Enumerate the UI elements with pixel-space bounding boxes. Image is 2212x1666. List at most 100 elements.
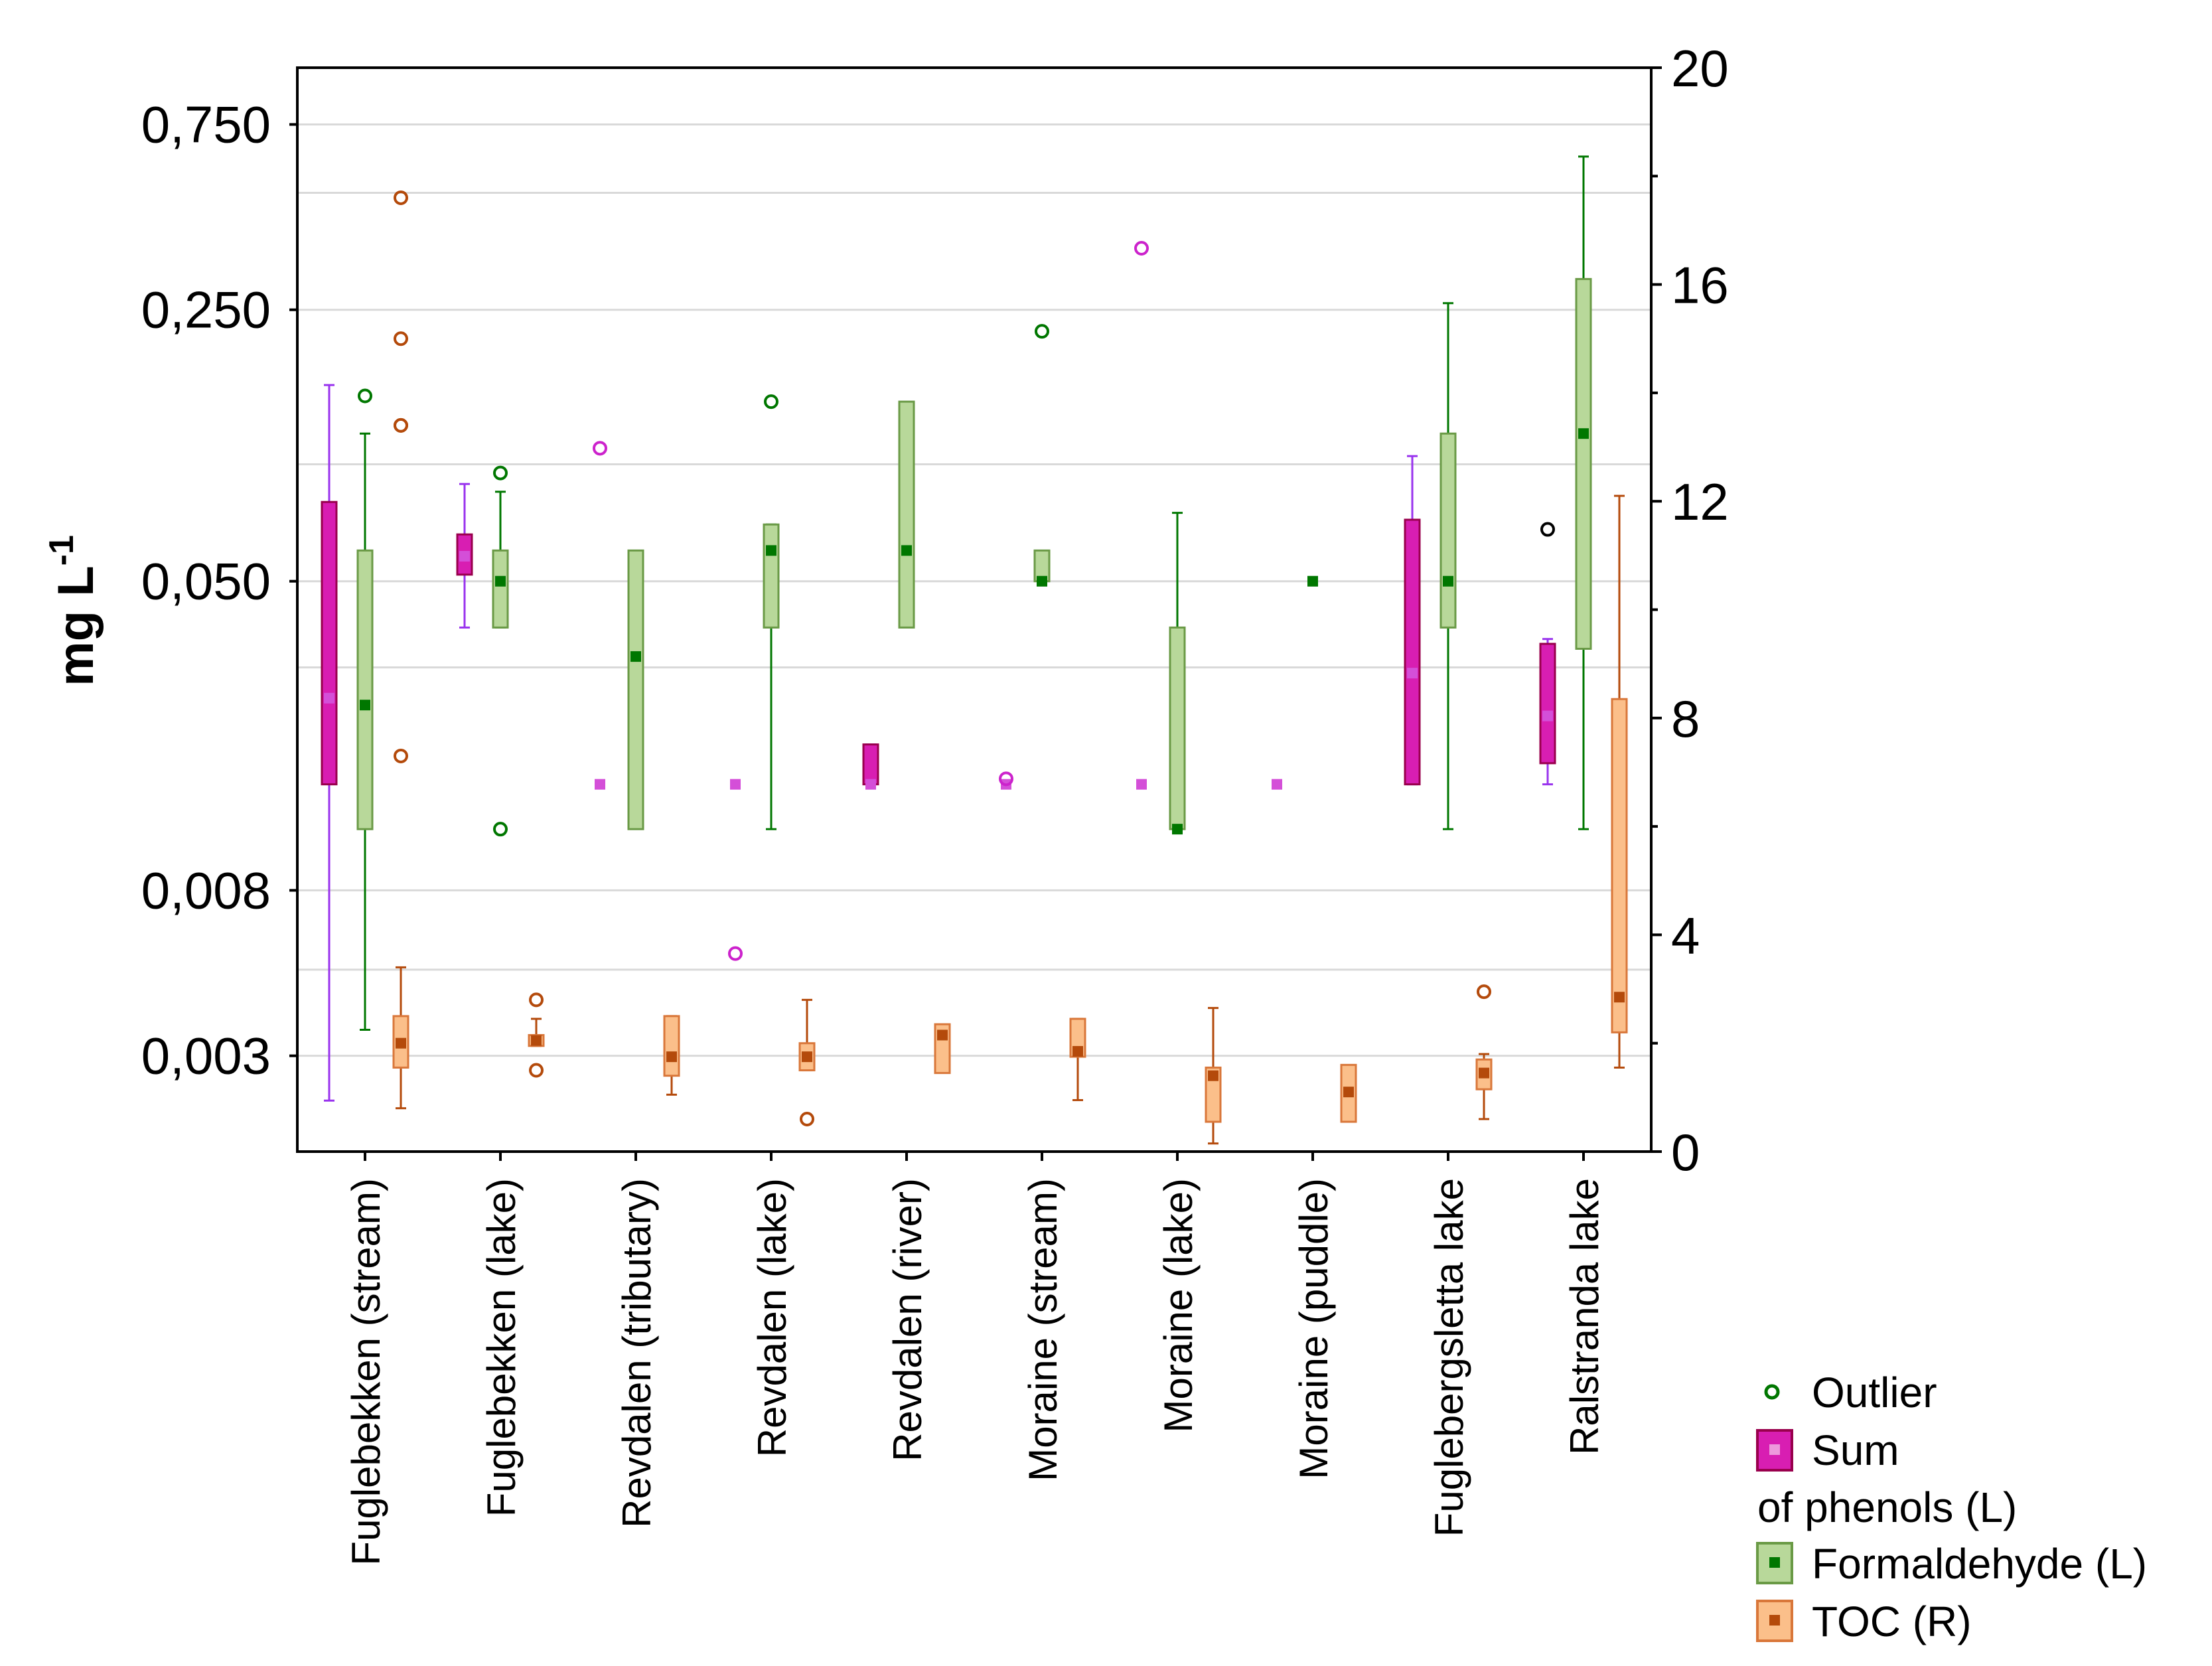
toc-box-9 [1611,698,1628,1033]
legend-formaldehyde-median-marker [1769,1557,1780,1568]
formaldehyde-box-1 [492,549,509,629]
toc-median-9 [1614,992,1625,1003]
sum-of-phenols-median-2 [595,779,605,790]
toc-median-6 [1208,1070,1218,1081]
sum-of-phenols-group-6 [1134,241,1149,790]
formaldehyde-group-8 [1439,302,1457,830]
gridlines [297,123,1651,1057]
formaldehyde-outlier-1-0 [493,465,508,481]
legend: Outlier Sum of phenols (L) Formaldehyde … [1756,1369,2147,1645]
formaldehyde-group-0 [356,388,374,1031]
x-tick-label-7: Moraine (puddle) [1291,1178,1336,1479]
toc-median-1 [531,1035,542,1046]
formaldehyde-median-4 [901,545,912,556]
x-tick-label-8: Fuglebergsletta lake [1427,1178,1471,1537]
formaldehyde-group-6 [1169,512,1186,835]
x-tick-label-9: Ralstranda lake [1562,1178,1607,1455]
sum-of-phenols-outlier-2-0 [593,441,607,456]
toc-median-2 [666,1051,677,1063]
right-axis: 20 16 12 8 4 0 [1651,39,1729,1181]
toc-outlier-8-0 [1477,984,1491,1000]
toc-outlier-1-0 [529,992,544,1008]
formaldehyde-outlier-3-0 [764,394,778,410]
right-tick-label-1: 16 [1671,256,1729,315]
legend-phenols-label-line2: of phenols (L) [1757,1483,2017,1531]
toc-median-5 [1072,1045,1083,1057]
sum-of-phenols-median-7 [1272,779,1282,790]
sum-of-phenols-group-0 [321,384,338,1102]
formaldehyde-median-1 [495,575,506,587]
sum-of-phenols-box-9 [1539,643,1556,765]
x-tick-label-4: Revdalen (river) [885,1178,930,1462]
legend-phenols-median-marker [1769,1444,1780,1455]
sum-of-phenols-group-9 [1539,638,1556,786]
toc-group-6 [1205,1007,1222,1145]
toc-group-2 [663,1015,680,1096]
toc-median-0 [396,1037,406,1049]
chart-marks [321,155,1628,1145]
sum-of-phenols-median-1 [459,550,470,562]
sum-of-phenols-median-8 [1407,668,1418,679]
left-axis: 0,750 0,250 0,050 0,008 0,003 [141,96,297,1085]
formaldehyde-group-5 [1033,324,1051,587]
sum-of-phenols-box-4 [862,743,879,786]
toc-box-6 [1205,1066,1222,1123]
right-tick-label-4: 4 [1671,906,1700,964]
toc-outlier-3-0 [800,1112,814,1127]
formaldehyde-box-6 [1169,626,1186,830]
toc-median-4 [937,1029,948,1041]
right-tick-label-0: 20 [1671,39,1729,98]
toc-group-9 [1611,494,1628,1069]
legend-toc-label: TOC (R) [1812,1598,1972,1645]
y-axis-title-main: mg L [48,566,104,686]
formaldehyde-median-6 [1172,824,1183,835]
x-tick-label-1: Fuglebekken (lake) [479,1178,524,1517]
toc-group-0 [392,190,409,1110]
sum-of-phenols-median-9 [1542,710,1553,721]
formaldehyde-group-2 [627,549,644,830]
left-tick-label-2: 0,050 [141,552,271,611]
formaldehyde-median-9 [1578,428,1589,439]
extra-outlier-0 [1540,522,1555,537]
y-axis-title-superscript: -1 [42,535,81,566]
toc-outlier-0-1 [394,331,408,346]
toc-group-8 [1475,984,1493,1120]
right-tick-label-3: 8 [1671,690,1700,748]
toc-outlier-0-4 [394,748,408,763]
toc-median-3 [802,1051,812,1063]
sum-of-phenols-group-4 [862,743,879,790]
left-tick-label-4: 0,003 [141,1027,271,1085]
toc-group-5 [1069,1018,1086,1101]
sum-of-phenols-median-4 [865,779,876,790]
sum-of-phenols-group-5 [999,771,1013,790]
sum-of-phenols-outlier-3-0 [728,946,743,961]
right-tick-label-2: 12 [1671,473,1729,531]
formaldehyde-box-4 [898,400,915,629]
x-tick-label-5: Moraine (stream) [1021,1178,1065,1481]
y-axis-title: mg L-1 [42,535,104,686]
formaldehyde-outlier-5-0 [1035,324,1049,339]
sum-of-phenols-box-8 [1404,518,1421,786]
x-axis: Fuglebekken (stream) Fuglebekken (lake) Re… [344,1152,1607,1566]
toc-group-3 [798,998,816,1127]
legend-phenols-label-line1: Sum [1812,1426,1899,1474]
left-tick-label-3: 0,008 [141,861,271,919]
toc-group-1 [528,992,545,1078]
toc-outlier-0-0 [394,190,408,205]
left-tick-label-0: 0,750 [141,96,271,154]
formaldehyde-group-9 [1575,155,1592,830]
toc-median-8 [1479,1067,1489,1079]
toc-outlier-1-1 [529,1063,544,1078]
formaldehyde-outlier-1-1 [493,822,508,837]
legend-toc-median-marker [1769,1615,1780,1626]
sum-of-phenols-group-1 [456,483,473,629]
formaldehyde-box-0 [356,549,374,830]
formaldehyde-box-2 [627,549,644,830]
toc-box-2 [663,1015,680,1077]
formaldehyde-median-8 [1443,575,1453,587]
toc-group-4 [934,1023,951,1075]
x-tick-label-6: Moraine (lake) [1156,1178,1201,1432]
formaldehyde-outlier-0-0 [358,388,372,404]
sum-of-phenols-outlier-5-0 [999,771,1013,787]
